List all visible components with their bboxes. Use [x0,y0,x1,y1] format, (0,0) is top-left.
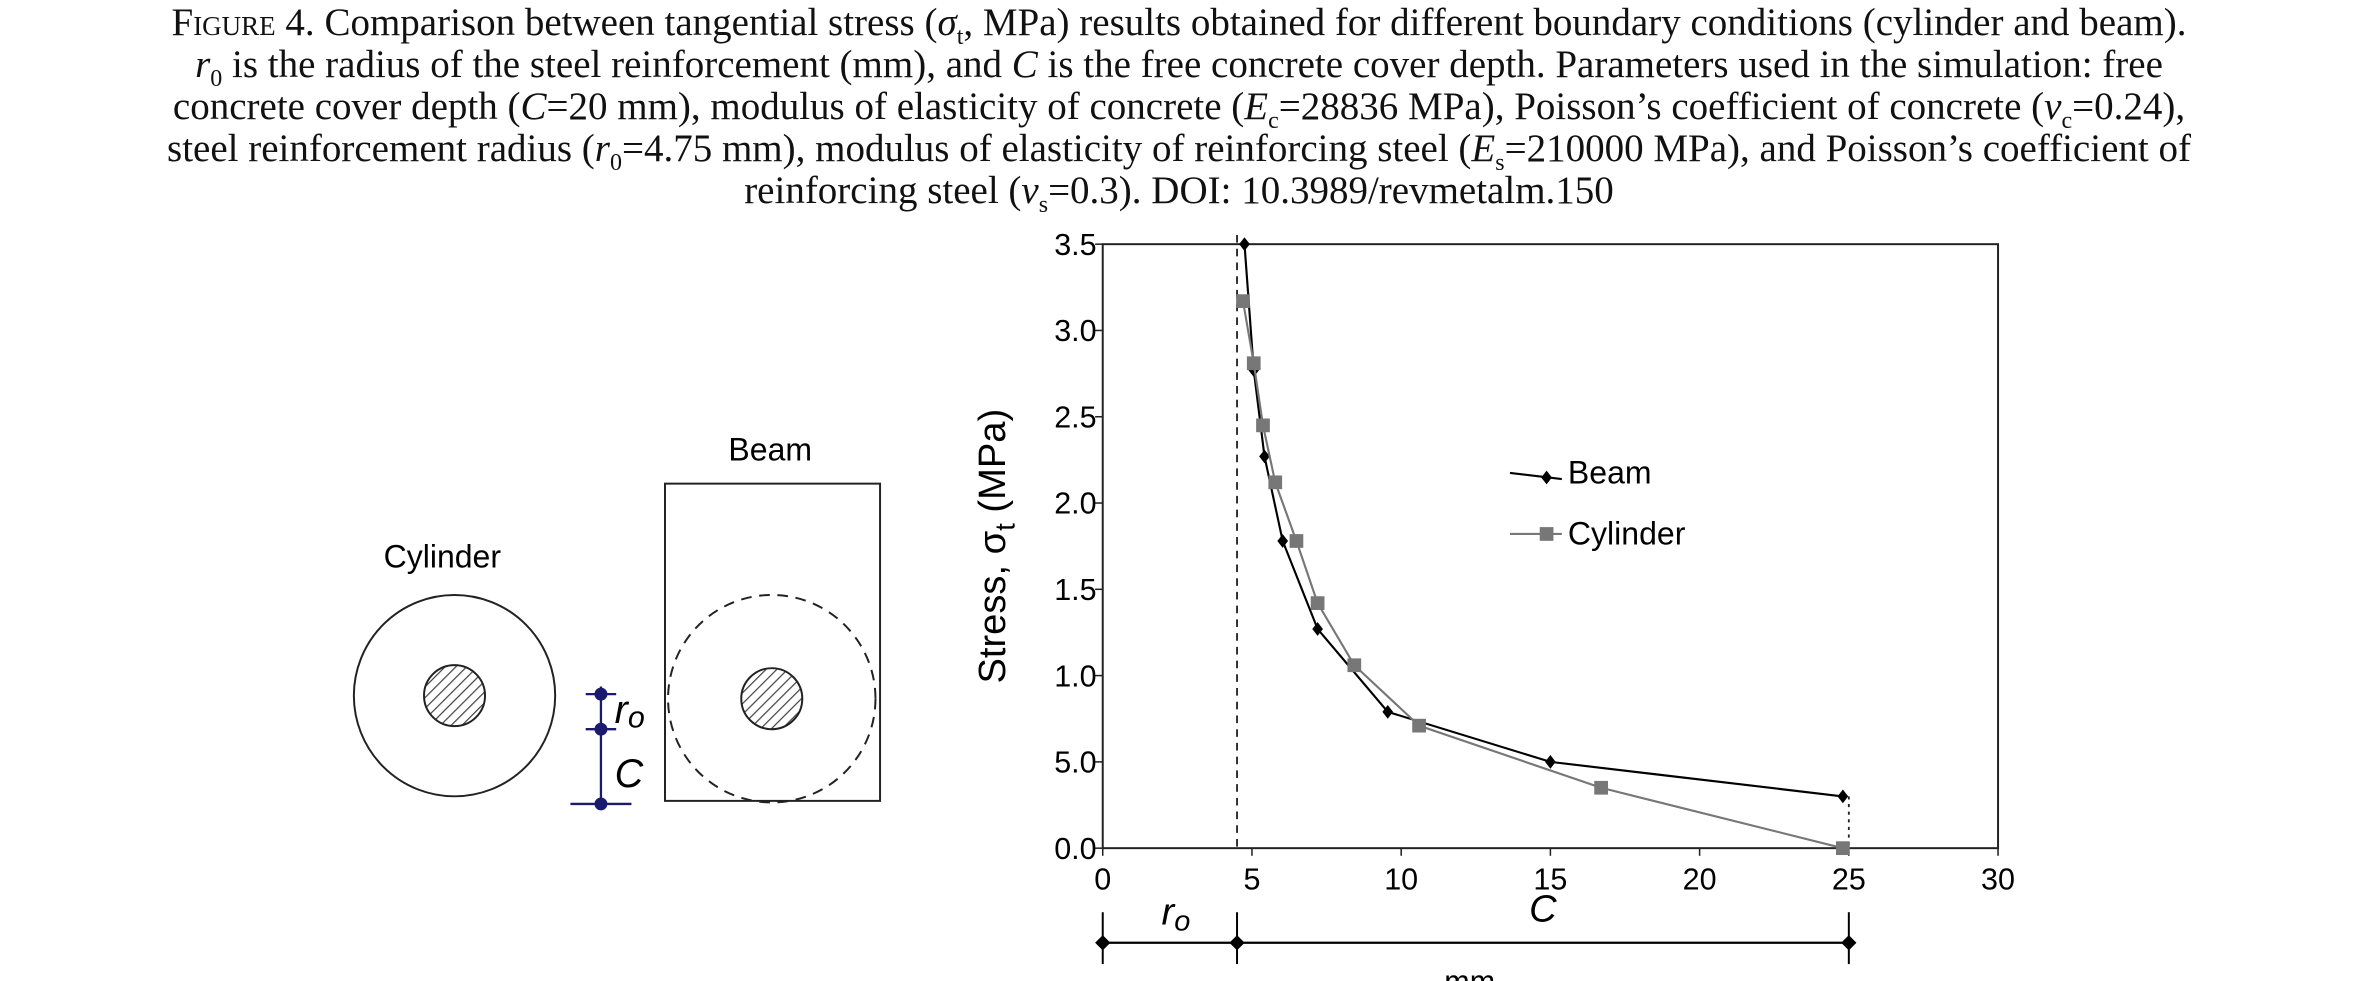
rebar [740,667,804,731]
data-point [1382,704,1394,719]
caption-text: r [594,127,610,170]
legend-marker [1541,470,1552,485]
dimension-dot [594,722,608,736]
beam-label: Beam [728,432,812,468]
caption-text: =210000 MPa), and Poisson’s coefficient … [1504,127,2191,170]
dimension-unit: mm [1444,965,1495,981]
series-line [1243,244,1843,798]
y-tick-label: 2.0 [1054,487,1096,521]
data-point [1236,294,1250,308]
cover-circle [667,593,877,804]
legend-label: Cylinder [1568,516,1686,552]
x-tick-label: 20 [1683,862,1717,896]
data-point [1837,789,1849,804]
dimension-c-label: C [1529,887,1557,930]
cylinder-outline [352,593,557,798]
y-axis-label: Stress, σt (MPa) [971,409,1020,684]
data-point [1246,356,1261,371]
caption-text: C [520,85,547,128]
data-point [1347,658,1362,673]
caption-text: =28836 MPa), Poisson’s coefficient of co… [1278,85,2045,128]
y-tick-label: 0.0 [1054,832,1096,866]
caption-text: c [2061,107,2073,134]
y-tick-label: 1.0 [1054,659,1096,693]
x-tick-label: 25 [1832,862,1866,896]
data-point [1594,780,1608,795]
x-tick-label: 10 [1384,862,1418,896]
y-tick-label: 5.0 [1054,746,1096,780]
c-label: C [615,752,644,796]
caption-text: reinforcing steel ( [744,169,1022,212]
data-point [1310,596,1325,610]
dimension-dot [594,797,608,811]
caption-text: s [1038,191,1049,212]
y-tick-label: 3.0 [1054,314,1096,348]
data-point [1412,718,1426,733]
legend-line [1509,471,1562,481]
caption-text: ν [2044,85,2062,128]
caption-text: ν [1021,169,1039,212]
y-tick-label: 3.5 [1054,228,1096,262]
y-axis-label: t [989,523,1020,531]
caption-text: 0 [609,149,622,176]
caption-text: =0.3). DOI: 10.3989/revmetalm.150 [1048,169,1614,212]
caption-text: concrete cover depth ( [172,85,521,128]
dimension-point [1229,935,1245,951]
data-point [1289,534,1304,548]
y-axis-label: (MPa) [971,409,1014,523]
caption-text: =0.24), [2072,85,2186,128]
caption-text: Comparison between tangential stress ( [314,2,938,44]
x-tick-label: 15 [1533,862,1567,896]
data-point [1268,475,1283,490]
series-line [1241,300,1844,850]
rebar [423,664,487,728]
legend-label: Beam [1568,455,1652,491]
caption-text: r [195,43,211,86]
dimension-r-label: ro [1162,890,1191,937]
caption-text: C [1011,43,1038,86]
x-tick-label: 5 [1243,862,1260,896]
caption-text: is the radius of the steel reinforcement… [222,43,1012,86]
caption-text: t [956,23,964,50]
r-label: ro [615,688,645,735]
legend-marker [1539,527,1554,541]
caption-text: E [1244,85,1269,128]
dimension-dot [594,687,608,701]
caption-text: =4.75 mm), modulus of elasticity of rein… [621,127,1472,170]
caption-text: s [1495,149,1505,176]
caption-text: 0 [210,65,223,92]
data-point [1259,449,1270,464]
data-point [1239,237,1250,252]
data-point [1256,418,1270,433]
caption-text: c [1268,107,1279,134]
y-axis-label: Stress, σ [971,531,1014,684]
y-tick-label: 2.5 [1054,400,1096,434]
data-point [1835,841,1850,856]
data-point [1277,534,1289,548]
caption-text: =20 mm), modulus of elasticity of concre… [546,85,1245,128]
y-tick-label: 1.5 [1054,573,1096,607]
cylinder-label: Cylinder [384,539,502,575]
dimension-point [1095,935,1111,951]
data-point [1312,622,1323,636]
x-tick-label: 30 [1981,862,2015,896]
caption-text: Figure 4. [171,2,315,44]
caption-text: σ [937,2,957,44]
dimension-r-label: r [1162,890,1176,933]
x-tick-label: 0 [1094,862,1111,896]
dimension-r-sub: o [1174,906,1190,938]
data-point [1545,755,1556,769]
r-sub: o [628,701,645,735]
dimension [570,686,632,811]
r-label: r [615,688,630,732]
caption-text: steel reinforcement radius ( [167,127,595,170]
caption-text: is the free concrete cover depth. Parame… [1037,43,2163,86]
caption-text: E [1471,127,1496,170]
beam-outline [664,482,882,802]
caption-text: , MPa) results obtained for different bo… [963,2,2187,44]
figure-caption: Figure 4. Comparison between tangential … [0,2,2358,212]
dimension-point [1841,935,1857,951]
